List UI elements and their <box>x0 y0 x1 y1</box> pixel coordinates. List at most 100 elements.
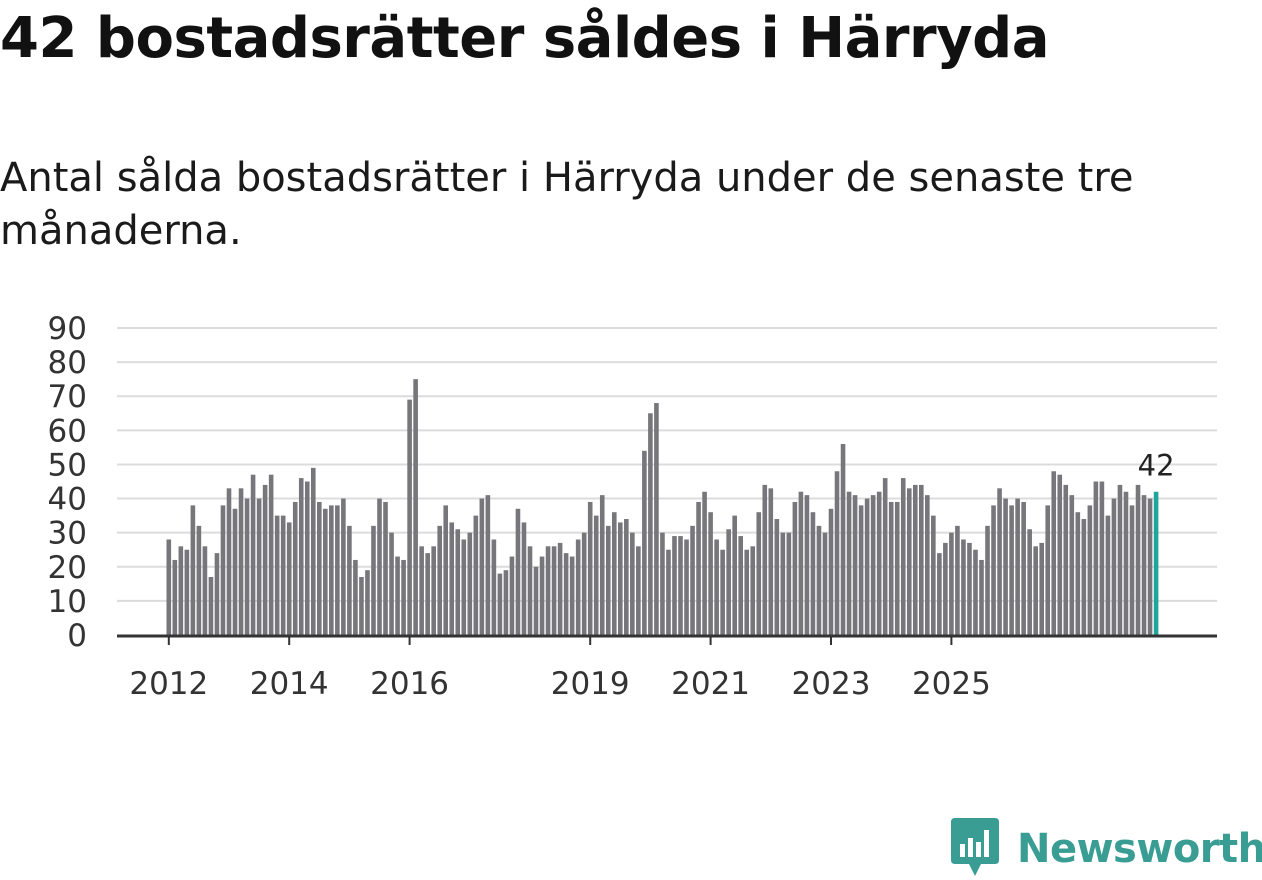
bar <box>389 532 394 635</box>
bar <box>509 556 515 635</box>
bar <box>1117 484 1123 635</box>
bar <box>1111 498 1117 635</box>
bar <box>208 577 214 635</box>
bar <box>985 525 990 635</box>
bar <box>431 546 436 635</box>
bar <box>425 553 430 635</box>
bar <box>172 559 178 635</box>
bar <box>919 484 924 635</box>
bar <box>268 474 274 635</box>
bar <box>371 525 376 635</box>
bar <box>359 577 364 635</box>
bar <box>979 559 984 635</box>
bar <box>395 556 400 635</box>
bar <box>214 553 220 635</box>
bar <box>696 501 701 635</box>
bar <box>347 525 352 635</box>
bar <box>654 403 659 635</box>
bar <box>888 501 894 635</box>
bar <box>220 505 226 635</box>
bar <box>840 443 846 635</box>
value-labels: 42 <box>1138 449 1175 483</box>
bar <box>467 532 473 635</box>
bar <box>569 556 575 635</box>
bar <box>642 450 647 635</box>
y-tick-label: 0 <box>67 618 87 654</box>
bar <box>190 505 196 635</box>
bar <box>720 549 725 635</box>
bar <box>449 522 455 635</box>
bar <box>756 512 762 635</box>
bar <box>1147 498 1153 635</box>
bar <box>726 529 731 635</box>
bar <box>912 484 918 635</box>
bar <box>798 491 804 635</box>
bar <box>672 536 677 635</box>
bar <box>961 539 966 635</box>
y-tick-label: 80 <box>48 345 87 381</box>
page-title: 42 bostadsrätter såldes i Härryda <box>0 6 1050 71</box>
bar <box>937 553 942 635</box>
bar <box>497 573 503 635</box>
bar <box>1087 505 1093 635</box>
last-value-label: 42 <box>1138 449 1175 483</box>
bar <box>1015 498 1020 635</box>
y-tick-label: 10 <box>48 584 87 620</box>
bar <box>762 484 768 635</box>
bar <box>262 484 268 635</box>
bar <box>274 515 280 635</box>
bar <box>521 522 527 635</box>
y-tick-label: 20 <box>48 550 87 586</box>
bar <box>1069 495 1075 635</box>
bar <box>1063 484 1069 635</box>
x-tick-label: 2014 <box>250 666 329 702</box>
bar <box>1081 519 1087 635</box>
bar <box>750 546 756 635</box>
x-tick-label: 2021 <box>671 666 750 702</box>
bar <box>1057 474 1063 635</box>
bar <box>768 488 774 635</box>
bar <box>238 488 244 635</box>
y-tick-label: 60 <box>48 413 87 449</box>
bar <box>648 413 653 635</box>
bar <box>244 498 250 635</box>
bar <box>660 532 665 635</box>
bar <box>599 495 605 635</box>
bar <box>1033 546 1038 635</box>
bar <box>292 501 298 635</box>
bar <box>666 549 671 635</box>
bar <box>256 498 262 635</box>
bar <box>636 546 641 635</box>
bar <box>810 512 816 635</box>
bar <box>690 525 695 635</box>
x-tick-label: 2025 <box>912 666 991 702</box>
brand-name: Newsworthy <box>1017 826 1262 872</box>
bar <box>846 491 852 635</box>
bar <box>1135 484 1141 635</box>
bar <box>931 515 936 635</box>
bar <box>786 532 792 635</box>
bar <box>870 495 876 635</box>
bar <box>834 471 840 635</box>
bar <box>1093 481 1099 635</box>
bar <box>166 539 172 635</box>
y-tick-label: 90 <box>48 311 87 347</box>
y-tick-label: 70 <box>48 379 87 415</box>
bar <box>335 505 340 635</box>
bar <box>618 522 623 635</box>
bar <box>678 536 683 635</box>
bar <box>955 525 960 635</box>
bar <box>1051 471 1057 635</box>
bar <box>900 478 906 635</box>
bar <box>479 498 485 635</box>
bar <box>882 478 888 635</box>
bar <box>310 467 316 635</box>
bar <box>539 556 545 635</box>
bar <box>304 481 310 635</box>
y-tick-label: 50 <box>48 447 87 483</box>
bar <box>792 501 798 635</box>
bar <box>828 508 834 635</box>
y-tick-label: 30 <box>48 516 87 552</box>
bar <box>329 505 334 635</box>
